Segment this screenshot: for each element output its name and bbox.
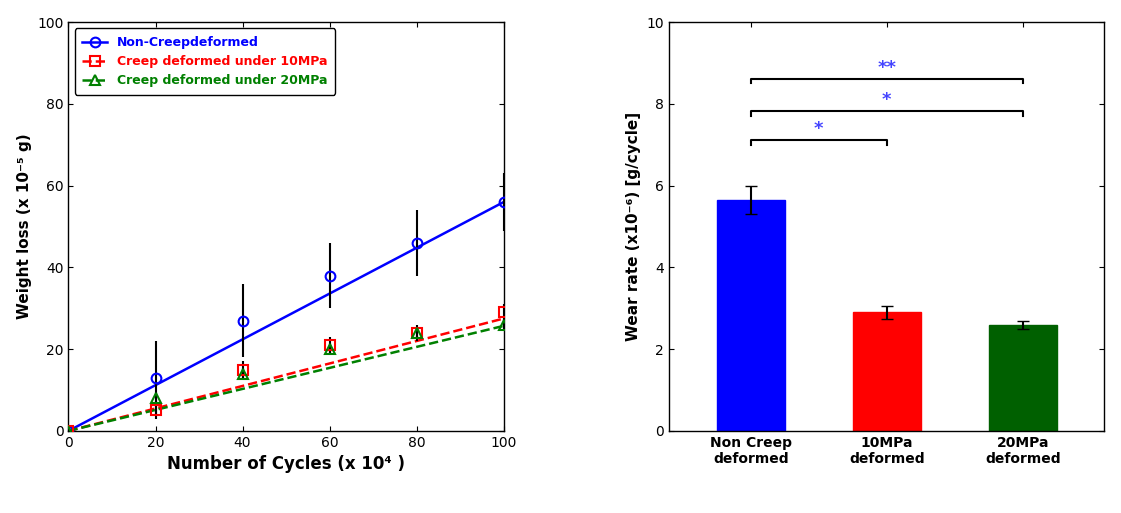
Bar xyxy=(716,200,785,431)
Text: *: * xyxy=(882,91,891,109)
Bar xyxy=(853,312,920,431)
Legend: Non-Creepdeformed, Creep deformed under 10MPa, Creep deformed under 20MPa: Non-Creepdeformed, Creep deformed under … xyxy=(75,28,335,95)
Bar xyxy=(989,325,1057,431)
Text: *: * xyxy=(814,120,824,138)
X-axis label: Number of Cycles (x 10⁴ ): Number of Cycles (x 10⁴ ) xyxy=(167,456,405,473)
Y-axis label: Weight loss (x 10⁻⁵ g): Weight loss (x 10⁻⁵ g) xyxy=(17,134,31,320)
Text: **: ** xyxy=(878,58,896,76)
Y-axis label: Wear rate (x10⁻⁶) [g/cycle]: Wear rate (x10⁻⁶) [g/cycle] xyxy=(626,112,641,341)
